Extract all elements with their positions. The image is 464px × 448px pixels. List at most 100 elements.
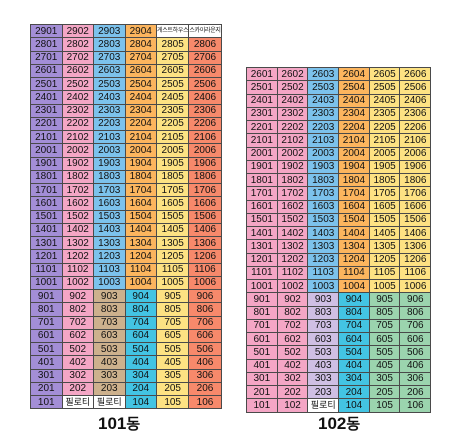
unit-cell: 701 [246,318,278,334]
unit-cell: 605 [368,331,401,347]
unit-cell: 2206 [188,116,222,132]
unit-cell: 2603 [93,63,126,79]
unit-cell: 1406 [188,222,222,238]
unit-cell: 1705 [155,182,190,198]
unit-cell: 2701 [30,50,63,65]
unit-cell: 1205 [368,252,401,267]
unit-cell: 1903 [93,156,126,171]
unit-cell: 1601 [246,199,278,214]
unit-cell: 105 [155,394,190,410]
unit-cell: 2105 [155,129,190,145]
unit-cell: 1604 [124,196,157,211]
unit-cell: 1502 [276,212,309,228]
floor-row: 101 필로티 필로티 104 105 106 [30,394,222,410]
unit-cell: 802 [61,302,94,317]
unit-cell: 703 [93,315,126,330]
unit-cell: 1304 [338,239,370,254]
unit-cell: 404 [338,358,370,373]
unit-cell: 1806 [188,169,222,185]
unit-cell: 1701 [30,182,63,198]
unit-cell: 1704 [124,182,157,198]
unit-cell: 504 [338,345,370,360]
unit-cell: 305 [368,371,401,387]
unit-cell: 403 [93,355,126,370]
unit-cell: 1906 [399,159,432,175]
unit-cell: 1203 [307,252,340,267]
unit-cell: 2006 [399,146,432,161]
unit-cell: 2601 [246,66,278,82]
unit-cell: 1606 [188,196,222,211]
unit-cell: 1101 [246,265,278,281]
unit-cell: 1103 [93,262,126,277]
unit-cell: 2405 [368,93,401,108]
unit-cell: 405 [368,358,401,373]
unit-cell: 1501 [246,212,278,228]
unit-cell: 필로티 [93,394,126,410]
unit-cell: 101 [246,398,278,413]
unit-cell: 2106 [399,133,432,148]
floor-row: 2401 2402 2403 2404 2405 2406 [246,93,432,108]
floor-row: 801 802 803 804 805 806 [30,302,222,317]
unit-cell: 1405 [368,225,401,241]
unit-cell: 1905 [368,159,401,175]
unit-cell: 1204 [124,249,157,264]
unit-cell: 601 [246,331,278,347]
unit-cell: 1404 [338,225,370,241]
unit-cell: 903 [307,292,340,307]
unit-cell: 204 [338,384,370,400]
floor-row: 101 102 필로티 104 105 106 [246,398,432,413]
unit-cell: 406 [399,358,432,373]
unit-cell: 501 [246,345,278,360]
unit-cell: 2001 [30,143,63,158]
unit-cell: 102 [276,398,309,413]
floor-row: 2801 2802 2803 2804 2805 2806 [30,37,222,52]
unit-cell: 503 [307,345,340,360]
unit-cell: 2702 [61,50,94,65]
unit-cell: 604 [338,331,370,347]
unit-cell: 206 [188,381,222,397]
unit-cell: 406 [188,355,222,370]
unit-cell: 2001 [246,146,278,161]
unit-cell: 1605 [155,196,190,211]
unit-cell: 2204 [124,116,157,132]
unit-cell: 603 [307,331,340,347]
unit-cell: 405 [155,355,190,370]
unit-cell: 1603 [93,196,126,211]
unit-cell: 2206 [399,119,432,135]
unit-cell: 1405 [155,222,190,238]
unit-cell: 2106 [188,129,222,145]
unit-cell: 2403 [307,93,340,108]
unit-cell: 1401 [30,222,63,238]
unit-cell: 904 [338,292,370,307]
unit-cell: 1601 [30,196,63,211]
unit-cell: 1103 [307,265,340,281]
unit-cell: 2201 [30,116,63,132]
unit-cell: 2306 [188,103,222,118]
unit-cell: 1705 [368,186,401,201]
floor-row: 401 402 403 404 405 406 [30,355,222,370]
unit-cell: 1606 [399,199,432,214]
unit-cell: 804 [124,302,157,317]
unit-cell: 2003 [307,146,340,161]
unit-cell: 1501 [30,209,63,224]
unit-cell: 801 [246,305,278,320]
building-101-unit-table: 2901 2902 2903 2904 게스트하우스 스카이라운지 2801 2802 2803… [30,23,222,410]
floor-row: 1601 1602 1603 1604 1605 1606 [246,199,432,214]
unit-cell: 704 [338,318,370,334]
unit-cell: 2901 [30,23,63,39]
unit-cell: 1902 [61,156,94,171]
unit-cell: 2301 [246,106,278,122]
floor-row: 1801 1802 1803 1804 1805 1806 [246,172,432,188]
unit-cell: 1402 [61,222,94,238]
floor-row: 701 702 703 704 705 706 [246,318,432,334]
unit-cell: 1805 [155,169,190,185]
unit-cell: 1706 [399,186,432,201]
unit-cell: 601 [30,328,63,344]
unit-cell: 2402 [61,90,94,105]
unit-cell: 1202 [276,252,309,267]
unit-cell: 306 [188,368,222,383]
unit-cell: 1401 [246,225,278,241]
floor-row: 201 202 203 204 205 206 [30,381,222,397]
unit-cell: 1503 [93,209,126,224]
floor-row: 701 702 703 704 705 706 [30,315,222,330]
